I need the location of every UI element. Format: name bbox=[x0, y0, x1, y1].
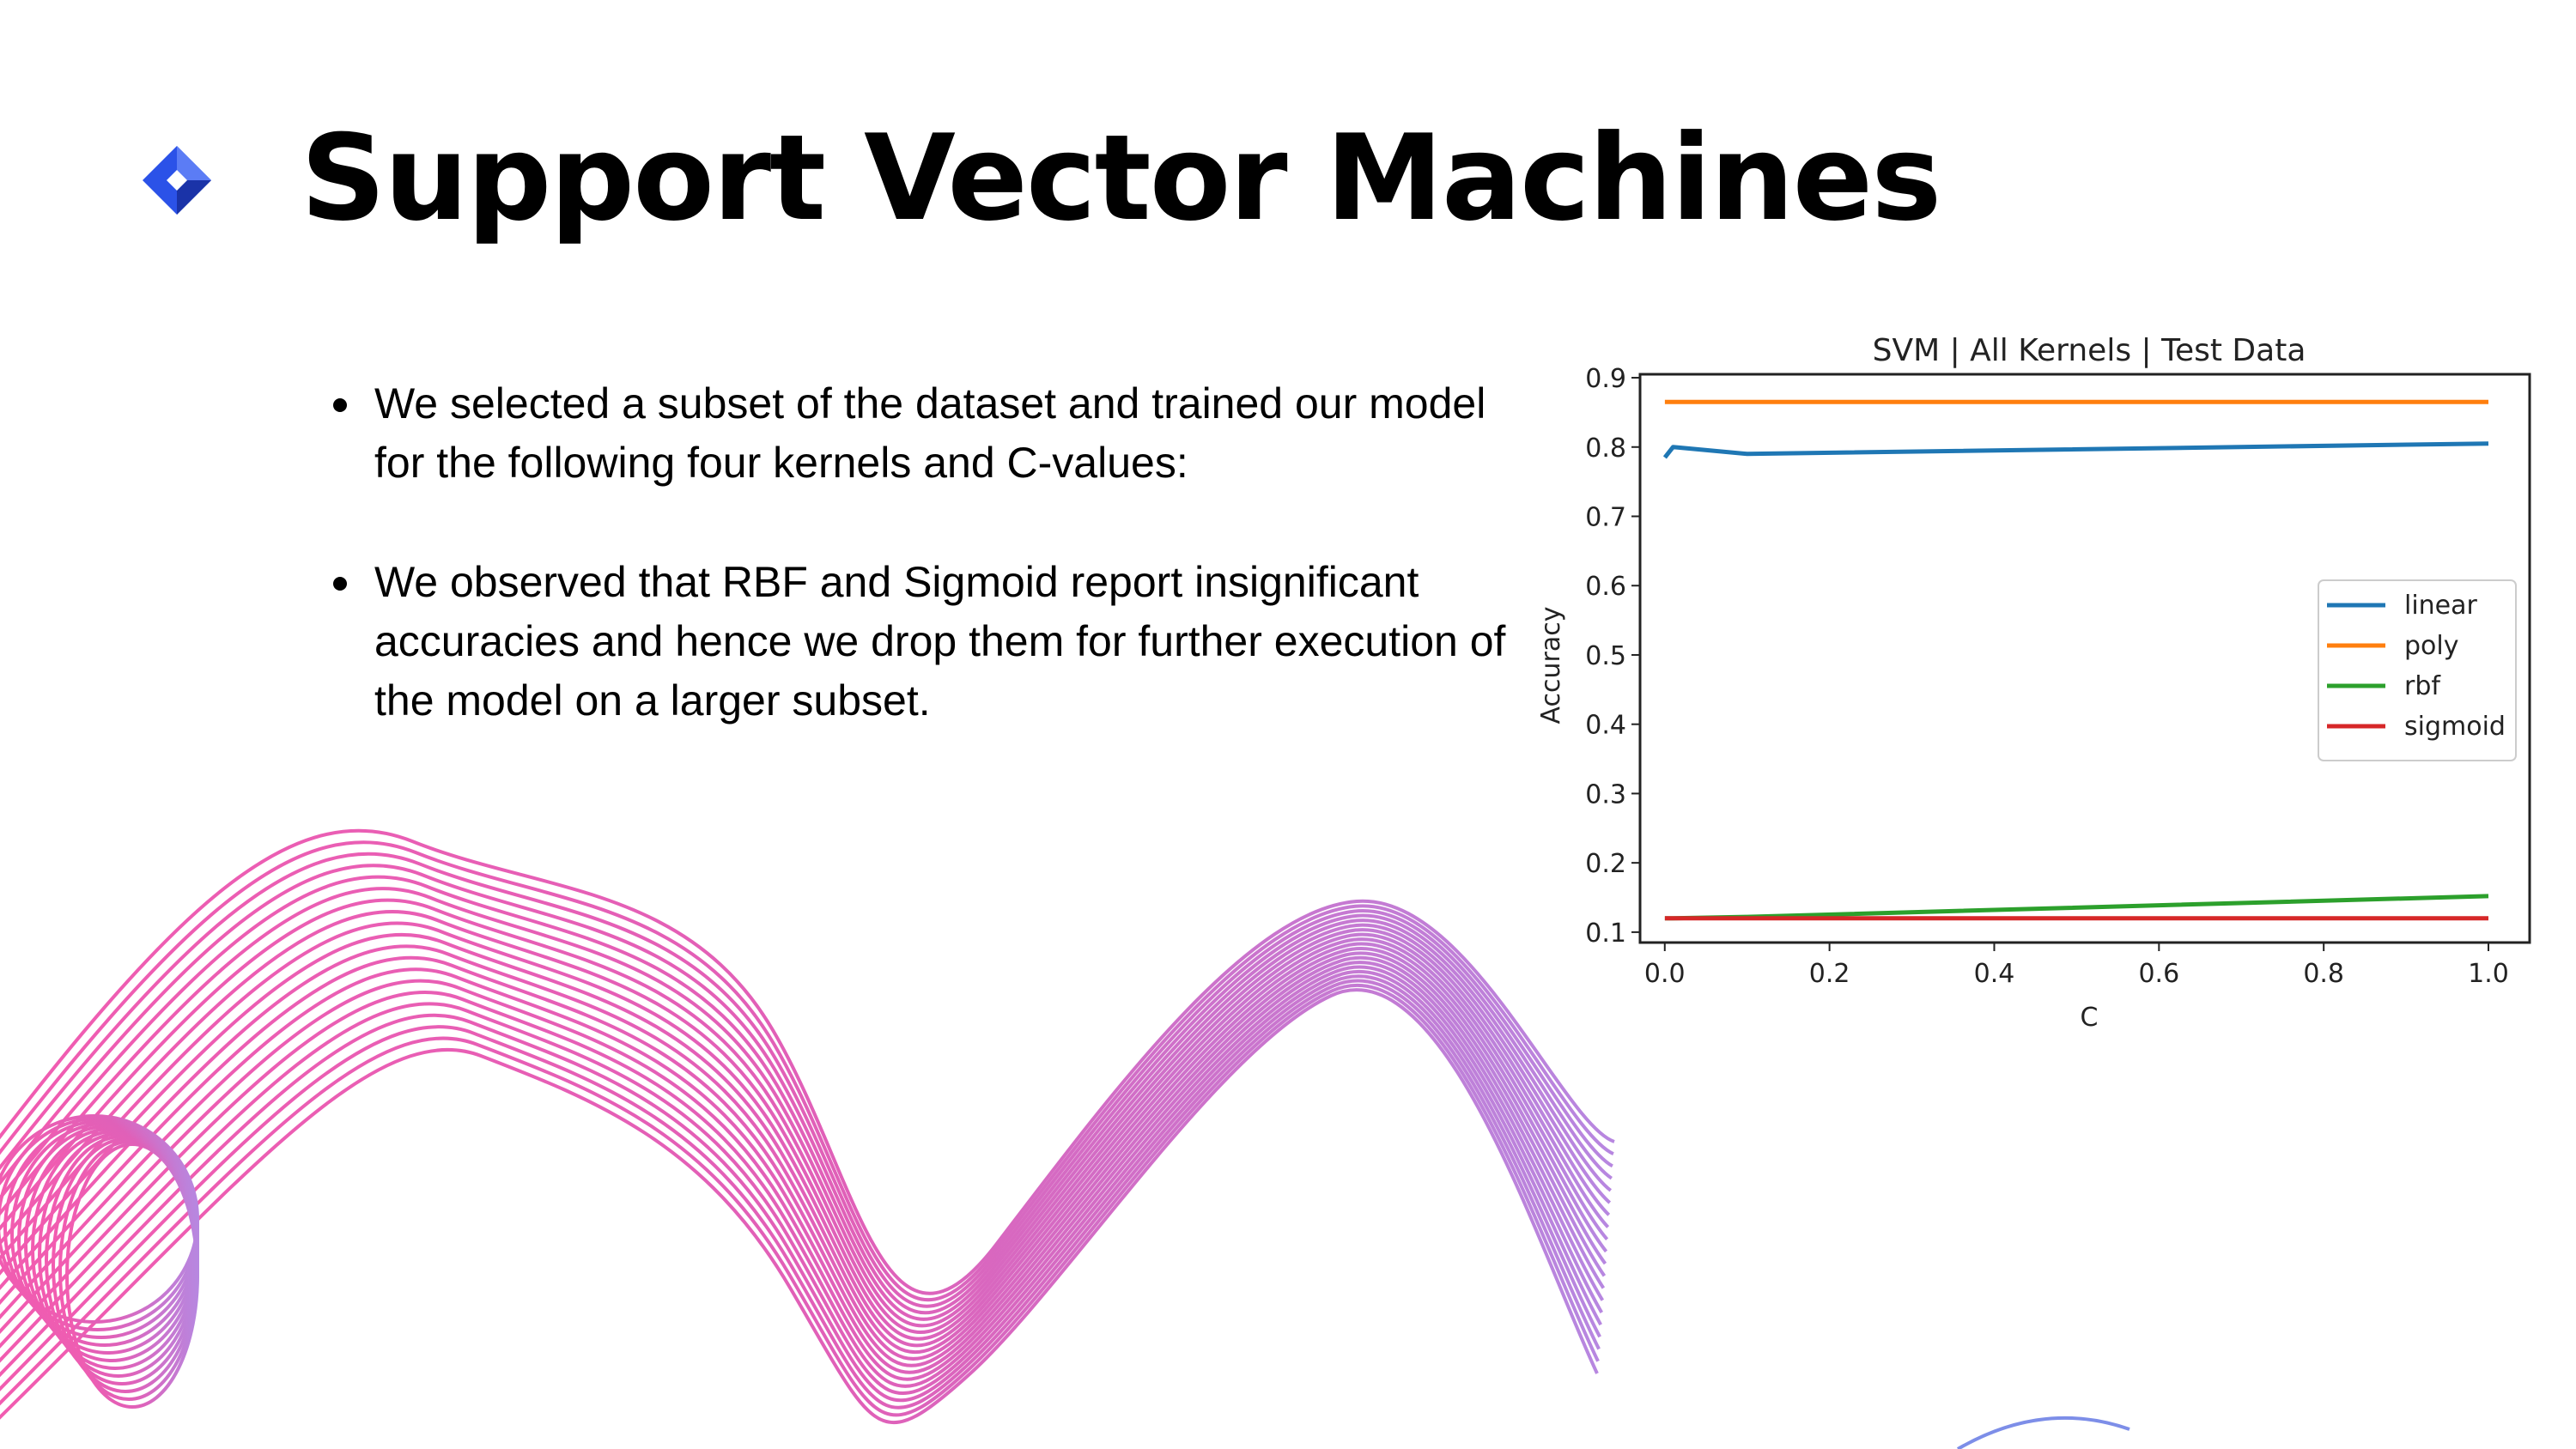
wave-line bbox=[0, 974, 1601, 1403]
legend-label-linear: linear bbox=[2404, 591, 2478, 621]
wave-line bbox=[0, 965, 1603, 1388]
legend-label-rbf: rbf bbox=[2404, 671, 2441, 701]
bullet-item: We observed that RBF and Sigmoid report … bbox=[330, 553, 1515, 731]
legend-box bbox=[2318, 579, 2517, 761]
series-line-linear bbox=[1662, 441, 2489, 459]
bullet-item: We selected a subset of the dataset and … bbox=[330, 374, 1515, 493]
x-tick-label: 0.4 bbox=[1974, 959, 2015, 989]
series-lines bbox=[1662, 399, 2489, 921]
legend-label-sigmoid: sigmoid bbox=[2404, 712, 2506, 742]
bullet-list: We selected a subset of the dataset and … bbox=[330, 374, 1515, 791]
y-tick-label: 0.8 bbox=[1585, 433, 1626, 464]
y-tick-label: 0.3 bbox=[1585, 779, 1626, 809]
x-tick-label: 0.2 bbox=[1809, 959, 1850, 989]
legend-label-poly: poly bbox=[2404, 631, 2459, 661]
y-axis-label: Accuracy bbox=[1536, 607, 1566, 724]
chart-title: SVM | All Kernels | Test Data bbox=[1873, 333, 2306, 368]
wave-line bbox=[0, 979, 1601, 1410]
x-tick-label: 0.6 bbox=[2138, 959, 2179, 989]
y-tick-label: 0.9 bbox=[1585, 364, 1626, 394]
wave-line bbox=[0, 875, 1613, 1321]
x-tick-label: 0.8 bbox=[2303, 959, 2344, 989]
wave-line bbox=[0, 969, 1602, 1396]
wave-line bbox=[0, 898, 1611, 1335]
wave-line bbox=[0, 921, 1609, 1348]
wave-loop bbox=[65, 1143, 199, 1409]
wave-line bbox=[0, 961, 1605, 1381]
series-line-rbf bbox=[1664, 894, 2489, 921]
page-title: Support Vector Machines bbox=[301, 109, 1941, 247]
y-tick-label: 0.1 bbox=[1585, 919, 1626, 949]
wave-line bbox=[0, 840, 1614, 1302]
wave-line bbox=[0, 864, 1613, 1315]
wave-line bbox=[0, 887, 1612, 1328]
wave-line bbox=[0, 910, 1610, 1341]
y-tick-label: 0.4 bbox=[1585, 711, 1626, 741]
blue-arc-decoration bbox=[1956, 1416, 2130, 1449]
y-tick-label: 0.6 bbox=[1585, 572, 1626, 602]
wave-line bbox=[0, 944, 1607, 1361]
wave-line bbox=[0, 828, 1615, 1295]
diamond-logo-icon bbox=[143, 146, 211, 215]
x-tick-label: 0.0 bbox=[1644, 959, 1686, 989]
x-tick-label: 1.0 bbox=[2468, 959, 2509, 989]
chart-legend: linear poly rbf sigmoid bbox=[2318, 579, 2517, 761]
x-axis-label: C bbox=[2081, 1003, 2099, 1033]
wave-line bbox=[0, 988, 1599, 1424]
y-tick-label: 0.2 bbox=[1585, 849, 1626, 879]
svm-kernels-line-chart: SVM | All Kernels | Test Data Accuracy C… bbox=[1536, 333, 2531, 1033]
plot-area bbox=[1638, 373, 2531, 944]
x-axis-ticks: 0.0 0.2 0.4 0.6 0.8 1.0 bbox=[1644, 943, 2509, 989]
y-tick-label: 0.7 bbox=[1585, 503, 1626, 533]
y-tick-label: 0.5 bbox=[1585, 641, 1626, 671]
wave-line bbox=[0, 932, 1608, 1355]
wave-line bbox=[0, 852, 1613, 1308]
wave-line bbox=[0, 983, 1600, 1417]
wave-line bbox=[0, 956, 1606, 1374]
wave-line bbox=[0, 951, 1607, 1367]
y-axis-ticks: 0.1 0.2 0.3 0.4 0.5 0.6 0.7 0.8 0.9 bbox=[1585, 364, 1640, 949]
